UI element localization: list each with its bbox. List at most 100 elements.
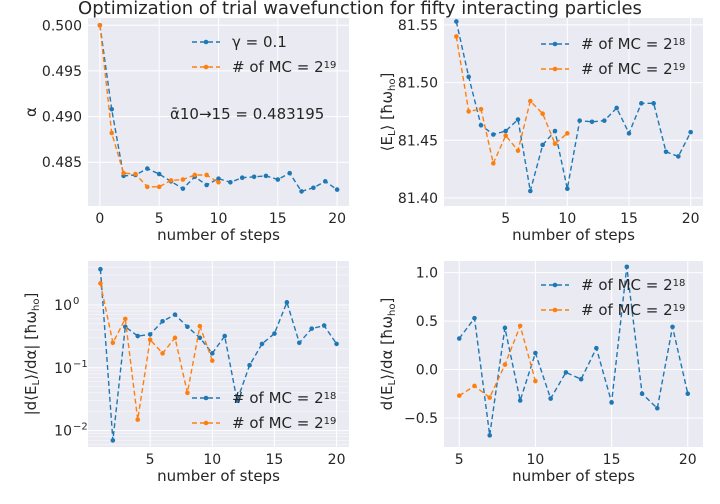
data-point [192,172,198,178]
legend-marker [203,39,209,45]
data-point [609,400,614,405]
data-point [528,98,533,104]
legend-label: # of MC = 218 [581,35,685,53]
data-point [456,336,462,341]
data-point [478,106,484,112]
data-point [503,128,508,134]
y-tick-label: 0.490 [42,110,82,126]
data-point [321,323,327,328]
y-axis-label: ⟨EL⟩ [ħωho] [378,73,398,152]
data-point [466,74,471,80]
data-point [97,23,103,28]
series-line-2 [458,323,537,399]
y-tick-label: 81.55 [398,18,438,34]
series-line-2 [99,283,213,420]
x-axis-label: number of steps [512,226,635,244]
data-point [491,161,496,166]
data-point [540,111,545,117]
data-point [528,188,533,194]
data-point [156,171,162,177]
legend-label: # of MC = 218 [232,389,336,407]
y-tick-exponent: 0 [73,296,79,307]
y-tick-label: 0.0 [416,363,438,379]
x-axis-label: number of steps [512,467,635,485]
data-point [515,117,521,122]
data-point [263,173,269,179]
data-point [109,130,115,136]
data-point [454,19,459,24]
series-line-2 [455,36,568,166]
data-point [109,106,115,112]
y-axis-label: d⟨EL⟩/dα [ħωho] [378,298,398,411]
legend-marker [203,420,209,426]
y-tick-label: 0.5 [416,314,438,330]
data-point [565,131,570,136]
data-point [145,166,150,171]
data-point [472,315,477,321]
data-point [287,170,292,176]
data-point [517,323,523,329]
data-point [472,383,477,389]
legend-label: γ = 0.1 [232,33,287,51]
y-tick-label: −0.5 [404,411,438,427]
data-point [197,335,203,341]
x-tick-label: 20 [328,452,346,468]
data-point [216,179,221,185]
data-point [503,133,508,138]
data-point [491,132,496,137]
data-point [216,176,221,181]
data-point [284,300,290,305]
data-point [670,324,675,330]
legend-marker [552,41,558,47]
x-tick-label: 20 [679,452,697,468]
data-point [228,179,233,185]
legend-label: # of MC = 219 [232,58,336,76]
data-point [578,376,584,382]
data-point [515,148,521,153]
data-point [334,341,339,347]
data-point [602,118,607,123]
data-point [98,266,103,272]
y-tick-exponent: −1 [73,359,88,370]
data-point [204,182,209,188]
data-point [626,131,632,136]
data-point [185,390,190,396]
data-point [98,281,103,286]
data-point [145,184,150,190]
data-point [160,351,165,356]
legend-label: # of MC = 219 [581,60,685,78]
data-point [247,362,252,368]
series-line-2 [99,25,219,188]
data-point [502,362,508,367]
data-point [563,370,569,375]
x-tick-label: 5 [455,452,464,468]
data-point [296,340,302,346]
data-point [299,189,304,194]
data-point [185,324,190,330]
figure-title: Optimization of trial wavefunction for f… [78,0,642,19]
data-point [540,142,545,148]
data-point [275,177,281,182]
data-point [334,187,340,192]
data-point [147,332,153,337]
data-point [487,395,493,400]
data-point [110,438,116,443]
data-point [168,178,174,183]
data-point [180,177,186,182]
data-point [209,351,215,356]
data-point [548,396,553,401]
y-tick-exponent: −2 [73,422,88,433]
data-point [454,34,459,39]
data-point [487,433,493,438]
data-point [172,335,178,341]
data-point [172,312,178,317]
data-point [478,122,484,128]
plot-area [88,261,349,447]
series-line-1 [99,25,338,193]
legend-label: # of MC = 219 [581,301,685,319]
x-tick-label: 10 [558,211,576,227]
data-point [594,345,599,351]
x-tick-label: 10 [526,452,544,468]
